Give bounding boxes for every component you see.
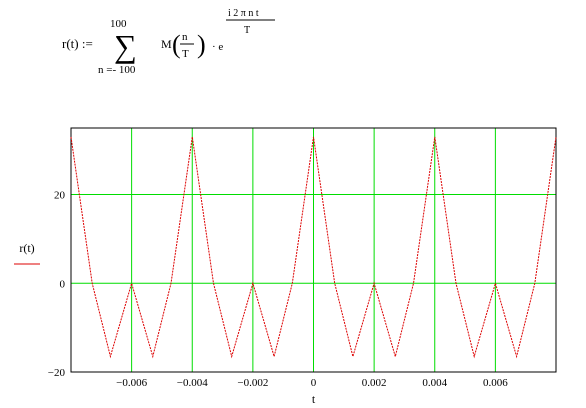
right-paren: ) — [197, 30, 206, 59]
y-tick-label: −20 — [48, 367, 66, 379]
sum-lower-limit: n =- 100 — [98, 64, 136, 76]
series-layer — [70, 136, 557, 359]
mult-e: · e — [212, 41, 223, 53]
formula-lhs: r(t) := — [62, 36, 93, 51]
x-tick-label: 0 — [311, 377, 317, 389]
frac-denominator: T — [182, 48, 189, 60]
exponent-denominator: T — [244, 25, 250, 36]
y-tick-label: 0 — [60, 278, 66, 290]
line-chart: −0.006 −0.004 −0.002 0 0.002 0.004 0.006 −20 0 2… — [14, 127, 557, 406]
x-tick-labels: −0.006 −0.004 −0.002 0 0.002 0.004 0.006 — [116, 377, 508, 389]
series-line — [70, 136, 557, 359]
plot-frame — [70, 127, 557, 373]
y-axis-label: r(t) — [19, 241, 34, 255]
sum-upper-limit: 100 — [110, 18, 127, 30]
frac-numerator: n — [182, 31, 188, 43]
x-axis-label: t — [312, 392, 316, 406]
x-tick-label: 0.006 — [483, 377, 508, 389]
y-tick-label: 20 — [54, 190, 66, 202]
grid — [71, 128, 556, 372]
left-paren: ( — [172, 30, 181, 59]
x-tick-label: 0.002 — [362, 377, 387, 389]
x-tick-label: 0.004 — [422, 377, 447, 389]
exponent-numerator: i 2 π n t — [228, 8, 259, 19]
x-tick-label: −0.002 — [237, 377, 268, 389]
coefficient-name: M — [161, 37, 172, 51]
x-tick-label: −0.006 — [116, 377, 147, 389]
x-tick-label: −0.004 — [177, 377, 208, 389]
sum-sigma-icon: ∑ — [114, 28, 137, 64]
y-tick-labels: −20 0 20 — [48, 190, 66, 379]
formula: r(t) := 100 ∑ n =- 100 M ( n T ) · e i 2… — [62, 8, 275, 76]
